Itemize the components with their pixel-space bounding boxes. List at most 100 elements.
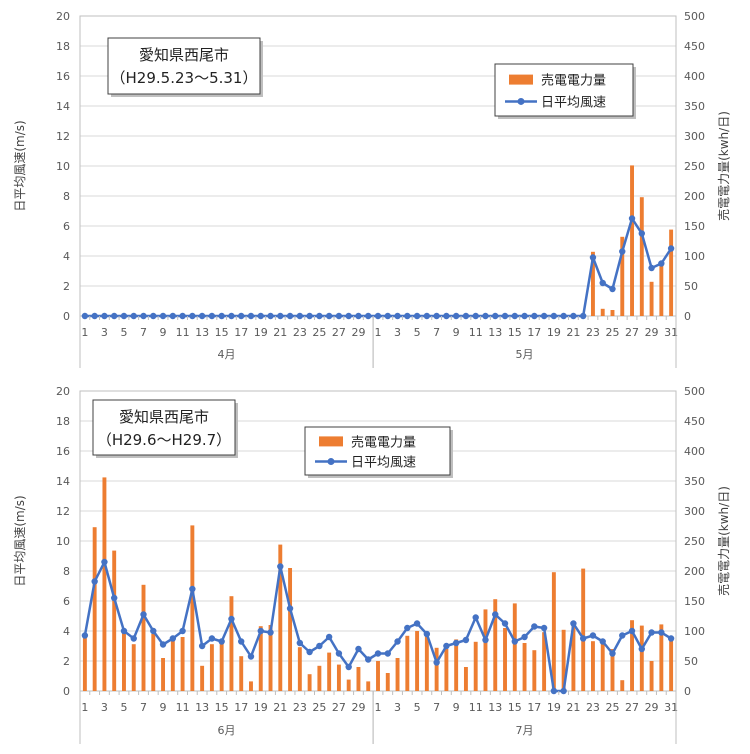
bar-kwh <box>346 679 351 691</box>
y-left-axis-title: 日平均風速(m/s) <box>13 495 27 586</box>
wind-point <box>667 635 675 642</box>
x-day-tick-label: 7 <box>433 326 440 339</box>
x-day-tick-label: 17 <box>527 326 541 339</box>
wind-point <box>345 312 352 320</box>
y-right-tick-label: 0 <box>684 310 691 323</box>
x-day-tick-label: 29 <box>351 326 365 339</box>
y-right-tick-label: 300 <box>684 130 705 143</box>
bar-kwh <box>571 623 576 691</box>
x-day-tick-label: 11 <box>469 701 483 714</box>
x-day-tick-label: 21 <box>566 326 580 339</box>
wind-point <box>355 312 362 320</box>
wind-point <box>91 312 98 320</box>
wind-point <box>658 260 665 267</box>
wind-point <box>452 639 460 647</box>
y-left-tick-label: 0 <box>63 310 70 323</box>
wind-point <box>413 312 421 320</box>
wind-point <box>208 312 216 320</box>
wind-point <box>589 254 597 261</box>
x-day-tick-label: 11 <box>176 701 190 714</box>
y-left-tick-label: 8 <box>63 190 70 203</box>
wind-point <box>150 627 157 635</box>
bar-kwh <box>512 603 517 691</box>
bar-kwh <box>278 544 283 691</box>
bar-kwh <box>581 568 586 691</box>
bar-kwh <box>336 664 341 691</box>
bar-kwh <box>151 634 156 691</box>
x-day-tick-label: 1 <box>81 326 88 339</box>
wind-point <box>492 611 499 618</box>
bar-kwh <box>229 596 234 691</box>
annotation-box <box>107 37 261 95</box>
y-left-axis-title: 日平均風速(m/s) <box>13 120 27 211</box>
bar-kwh <box>424 634 429 691</box>
wind-point <box>374 650 382 657</box>
wind-point <box>169 312 177 320</box>
wind-point <box>511 312 518 320</box>
x-day-tick-label: 25 <box>312 701 326 714</box>
x-day-tick-label: 13 <box>488 701 502 714</box>
x-day-tick-label: 25 <box>605 701 619 714</box>
x-day-tick-label: 5 <box>414 701 421 714</box>
y-right-tick-label: 200 <box>684 190 705 203</box>
bar-kwh <box>112 550 117 691</box>
y-right-tick-label: 50 <box>684 655 698 668</box>
bar-kwh <box>659 624 664 691</box>
wind-point <box>345 663 352 671</box>
wind-point <box>501 620 509 627</box>
x-day-tick-label: 5 <box>414 326 421 339</box>
x-day-tick-label: 9 <box>160 701 167 714</box>
x-day-tick-label: 27 <box>332 326 346 339</box>
bar-kwh <box>493 599 498 691</box>
bar-kwh <box>141 584 146 691</box>
bar-kwh <box>180 637 185 691</box>
wind-point <box>140 611 147 618</box>
bar-kwh <box>473 641 478 691</box>
x-day-tick-label: 13 <box>195 701 209 714</box>
bar-kwh <box>161 658 166 691</box>
y-right-tick-label: 350 <box>684 475 705 488</box>
y-left-tick-label: 6 <box>63 595 70 608</box>
bar-kwh <box>630 165 634 316</box>
wind-point <box>413 620 421 627</box>
legend-line-label: 日平均風速 <box>541 95 606 110</box>
wind-point <box>394 638 401 645</box>
wind-point <box>511 638 518 645</box>
wind-point <box>619 632 626 639</box>
y-right-tick-label: 200 <box>684 565 705 578</box>
y-left-tick-label: 8 <box>63 565 70 578</box>
wind-point <box>110 594 118 602</box>
bar-kwh <box>366 681 371 691</box>
bar-kwh <box>82 636 87 691</box>
wind-point <box>394 312 401 320</box>
bar-kwh <box>669 229 674 316</box>
x-day-tick-label: 9 <box>453 326 460 339</box>
wind-point <box>423 630 431 638</box>
wind-point <box>316 642 323 650</box>
y-right-tick-label: 50 <box>684 280 698 293</box>
wind-point <box>257 627 264 635</box>
wind-point <box>658 629 665 636</box>
y-right-tick-label: 500 <box>684 10 705 23</box>
x-day-tick-label: 7 <box>140 326 147 339</box>
bar-kwh <box>131 644 136 691</box>
x-day-tick-label: 21 <box>566 701 580 714</box>
wind-point <box>228 312 235 320</box>
bar-kwh <box>532 650 537 691</box>
bar-kwh <box>463 667 468 691</box>
y-left-tick-label: 12 <box>56 505 70 518</box>
y-right-tick-label: 400 <box>684 445 705 458</box>
y-right-tick-label: 250 <box>684 160 705 173</box>
y-left-tick-label: 20 <box>56 385 70 398</box>
wind-point <box>140 312 147 320</box>
wind-point <box>433 659 440 666</box>
wind-point <box>198 642 206 650</box>
wind-point <box>365 312 372 320</box>
bar-kwh <box>200 665 205 691</box>
wind-point <box>179 312 186 320</box>
x-day-tick-label: 7 <box>433 701 440 714</box>
x-day-tick-label: 23 <box>293 326 307 339</box>
wind-point <box>306 312 313 320</box>
x-day-tick-label: 17 <box>527 701 541 714</box>
wind-point <box>628 627 636 635</box>
